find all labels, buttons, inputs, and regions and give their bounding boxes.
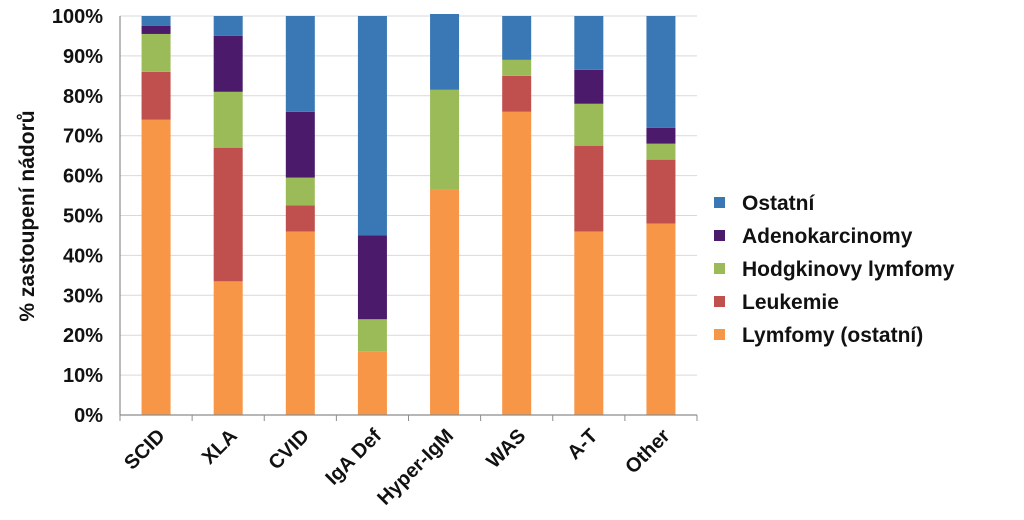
grid-layer — [120, 15, 697, 376]
bar-segment — [213, 16, 243, 36]
y-tick-label: 40% — [63, 245, 103, 267]
bar-segment — [357, 319, 387, 352]
bar-segment — [574, 145, 604, 232]
bar-segment — [502, 59, 532, 76]
x-tick-label: CVID — [264, 425, 313, 474]
legend-swatch — [714, 329, 725, 340]
legend: Ostatní Adenokarcinomy Hodgkinovy lymfomy L… — [714, 192, 955, 347]
legend-swatch — [714, 197, 725, 208]
bar-segment — [213, 91, 243, 148]
bar-segment — [574, 103, 604, 146]
bar-segment — [646, 159, 676, 224]
bar-segment — [646, 16, 676, 128]
y-tick-label: 0% — [74, 405, 103, 427]
bar-segment — [357, 351, 387, 415]
legend-label: Ostatní — [742, 192, 816, 215]
bar-segment — [285, 177, 315, 206]
bar-segment — [574, 16, 604, 70]
y-tick-label: 10% — [63, 365, 103, 387]
x-tick-label: SCID — [120, 425, 169, 474]
y-tick-label: 80% — [63, 86, 103, 108]
legend-label: Leukemie — [742, 291, 839, 314]
axis-layer: 0% 10% 20% 30% 40% 50% 60% 70% 80% 90% 100% SCID XLA… — [52, 6, 698, 510]
legend-label: Hodgkinovy lymfomy — [742, 258, 955, 281]
bar-segment — [574, 231, 604, 415]
bar-segment — [646, 223, 676, 415]
bar-segment — [213, 35, 243, 92]
legend-swatch — [714, 263, 725, 274]
bar-segment — [285, 231, 315, 415]
bar-segment — [285, 16, 315, 112]
x-tick-label: IgA Def — [321, 425, 386, 490]
bar-segment — [141, 33, 171, 72]
bar-segment — [502, 75, 532, 112]
legend-label: Lymfomy (ostatní) — [742, 324, 923, 347]
y-tick-label: 70% — [63, 126, 103, 148]
bars-layer — [141, 14, 676, 416]
x-tick-label: Other — [621, 425, 674, 478]
bar-segment — [646, 143, 676, 160]
bar-segment — [646, 127, 676, 144]
bar-segment — [213, 147, 243, 282]
y-tick-label: 50% — [63, 206, 103, 228]
bar-segment — [213, 281, 243, 415]
bar-segment — [502, 16, 532, 60]
bar-segment — [357, 16, 387, 236]
bar-segment — [141, 119, 171, 416]
bar-segment — [285, 111, 315, 178]
y-tick-label: 60% — [63, 166, 103, 188]
x-tick-label: WAS — [482, 425, 530, 473]
bar-segment — [574, 69, 604, 104]
bar-segment — [430, 14, 460, 90]
bar-segment — [430, 89, 460, 190]
x-tick-label: A-T — [563, 425, 602, 464]
x-tick-label: Hyper-IgM — [373, 425, 458, 510]
y-tick-label: 20% — [63, 325, 103, 347]
bar-segment — [502, 111, 532, 415]
legend-swatch — [714, 230, 725, 241]
bar-segment — [430, 189, 460, 415]
bar-segment — [141, 71, 171, 120]
y-axis-label: % zastoupení nádorů — [16, 110, 39, 321]
y-tick-label: 90% — [63, 46, 103, 68]
x-tick-label: XLA — [198, 425, 242, 469]
y-tick-label: 100% — [52, 6, 103, 28]
y-tick-label: 30% — [63, 285, 103, 307]
legend-swatch — [714, 296, 725, 307]
bar-segment — [141, 16, 171, 26]
bar-segment — [357, 235, 387, 320]
legend-label: Adenokarcinomy — [742, 225, 913, 248]
bar-segment — [141, 25, 171, 34]
bar-segment — [285, 205, 315, 232]
